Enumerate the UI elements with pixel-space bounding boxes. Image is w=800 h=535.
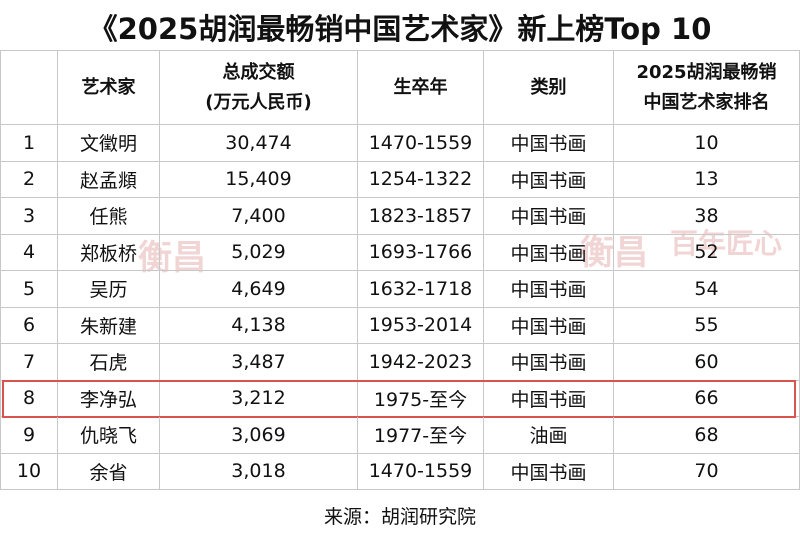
table-cell: 5 bbox=[0, 271, 58, 308]
table-cell: 30,474 bbox=[160, 125, 358, 162]
header-cell: 2025胡润最畅销 中国艺术家排名 bbox=[614, 50, 800, 125]
header-text: (万元人民币) bbox=[205, 91, 312, 113]
header-text: 总成交额 bbox=[222, 61, 295, 83]
table-cell: 郑板桥 bbox=[58, 234, 160, 271]
table-cell: 石虎 bbox=[58, 344, 160, 381]
table-cell: 朱新建 bbox=[58, 307, 160, 344]
table-cell: 7,400 bbox=[160, 198, 358, 235]
table-cell: 4,649 bbox=[160, 271, 358, 308]
table-cell: 4,138 bbox=[160, 307, 358, 344]
table-cell: 13 bbox=[614, 161, 800, 198]
table-cell: 5,029 bbox=[160, 234, 358, 271]
watermark: 衡昌 bbox=[138, 238, 206, 278]
table-cell: 中国书画 bbox=[484, 125, 614, 162]
source: 来源：胡润研究院 bbox=[323, 506, 476, 528]
table-cell: 1953-2014 bbox=[358, 307, 484, 344]
table-cell: 3,069 bbox=[160, 417, 358, 454]
table-cell: 中国书画 bbox=[484, 271, 614, 308]
table-cell: 1632-1718 bbox=[358, 271, 484, 308]
table-cell: 中国书画 bbox=[484, 161, 614, 198]
table-cell: 1823-1857 bbox=[358, 198, 484, 235]
header-cell: 艺术家 bbox=[58, 50, 160, 125]
table-cell: 3,018 bbox=[160, 453, 358, 490]
header-text: 艺术家 bbox=[81, 76, 136, 98]
table-cell: 仇晓飞 bbox=[58, 417, 160, 454]
row-highlight bbox=[2, 379, 796, 418]
table: 艺术家 总成交额 (万元人民币) 生卒年 类别 2025胡润最畅销 中国艺术家排名 1 文徵明 3… bbox=[0, 50, 800, 490]
watermark: 百年匠心 bbox=[670, 227, 783, 260]
table-cell: 1693-1766 bbox=[358, 234, 484, 271]
table-cell: 文徵明 bbox=[58, 125, 160, 162]
table-cell: 15,409 bbox=[160, 161, 358, 198]
table-cell: 1470-1559 bbox=[358, 453, 484, 490]
table-cell: 1470-1559 bbox=[358, 125, 484, 162]
table-cell: 3 bbox=[0, 198, 58, 235]
table-cell: 9 bbox=[0, 417, 58, 454]
table-cell: 1254-1322 bbox=[358, 161, 484, 198]
table-cell: 6 bbox=[0, 307, 58, 344]
table-cell: 7 bbox=[0, 344, 58, 381]
header-cell: 类别 bbox=[484, 50, 614, 125]
table-cell: 3,487 bbox=[160, 344, 358, 381]
table-cell: 中国书画 bbox=[484, 198, 614, 235]
table-cell: 52 bbox=[614, 234, 800, 271]
header-text: 2025胡润最畅销 bbox=[636, 61, 777, 83]
table-cell: 任熊 bbox=[58, 198, 160, 235]
table-cell: 中国书画 bbox=[484, 307, 614, 344]
table-cell: 55 bbox=[614, 307, 800, 344]
header-cell: 生卒年 bbox=[358, 50, 484, 125]
title: 《2025胡润最畅销中国艺术家》新上榜Top 10 bbox=[88, 12, 712, 46]
table-cell: 60 bbox=[614, 344, 800, 381]
header-text: 生卒年 bbox=[393, 76, 448, 98]
table-cell: 10 bbox=[0, 453, 58, 490]
table-cell: 1942-2023 bbox=[358, 344, 484, 381]
header-cell: 总成交额 (万元人民币) bbox=[160, 50, 358, 125]
table-cell: 1 bbox=[0, 125, 58, 162]
watermark: 衡昌 bbox=[580, 233, 648, 273]
table-cell: 68 bbox=[614, 417, 800, 454]
table-cell: 中国书画 bbox=[484, 344, 614, 381]
header-cell bbox=[0, 50, 58, 125]
header-text: 类别 bbox=[530, 76, 567, 98]
table-cell: 吴历 bbox=[58, 271, 160, 308]
table-cell: 70 bbox=[614, 453, 800, 490]
table-cell: 油画 bbox=[484, 417, 614, 454]
table-cell: 1977-至今 bbox=[358, 417, 484, 454]
table-cell: 4 bbox=[0, 234, 58, 271]
table-cell: 38 bbox=[614, 198, 800, 235]
table-cell: 2 bbox=[0, 161, 58, 198]
table-cell: 中国书画 bbox=[484, 453, 614, 490]
table-cell: 余省 bbox=[58, 453, 160, 490]
table-cell: 赵孟頫 bbox=[58, 161, 160, 198]
table-cell: 10 bbox=[614, 125, 800, 162]
table-cell: 54 bbox=[614, 271, 800, 308]
table-cell: 中国书画 bbox=[484, 234, 614, 271]
header-text: 中国艺术家排名 bbox=[643, 91, 770, 113]
